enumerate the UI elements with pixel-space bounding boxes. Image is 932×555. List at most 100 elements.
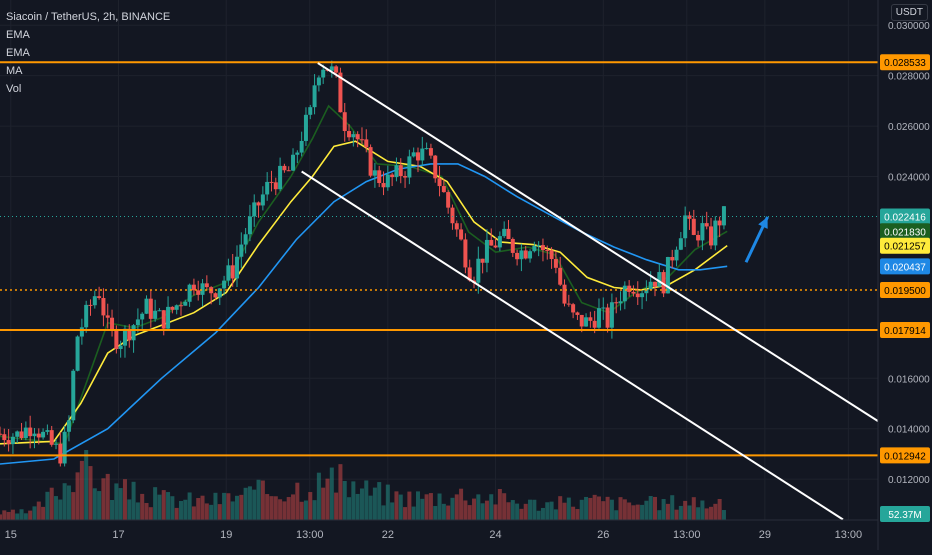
volume-bar bbox=[36, 501, 41, 520]
volume-bar bbox=[347, 497, 352, 520]
candle-body bbox=[286, 170, 291, 172]
candle-body bbox=[71, 370, 76, 421]
volume-bar bbox=[204, 503, 209, 520]
volume-bar bbox=[122, 479, 127, 520]
candle-body bbox=[36, 433, 41, 438]
volume-bar bbox=[62, 483, 67, 520]
volume-bar bbox=[596, 496, 601, 520]
volume-bar bbox=[415, 491, 420, 520]
volume-bar bbox=[239, 494, 244, 520]
volume-bar bbox=[450, 497, 455, 520]
y-tick-label: 0.016000 bbox=[888, 374, 930, 385]
candle-body bbox=[493, 245, 498, 248]
volume-bar bbox=[493, 504, 498, 520]
volume-bar bbox=[437, 493, 442, 520]
volume-bar bbox=[148, 507, 153, 520]
volume-bar bbox=[235, 495, 240, 520]
volume-bar bbox=[411, 506, 416, 520]
indicator-ema-slow[interactable]: EMA bbox=[6, 47, 30, 59]
candle-body bbox=[614, 302, 619, 304]
volume-bar bbox=[209, 504, 214, 520]
candle-body bbox=[665, 257, 670, 294]
channel-layer bbox=[301, 62, 879, 521]
candle-body bbox=[84, 304, 89, 328]
candle-body bbox=[54, 443, 59, 445]
candle-body bbox=[721, 206, 726, 226]
volume-bar bbox=[359, 488, 364, 520]
candle-body bbox=[260, 194, 265, 206]
volume-bar bbox=[58, 499, 63, 520]
candle-body bbox=[691, 218, 696, 235]
price-tag: 0.021830 bbox=[884, 227, 926, 238]
price-tag: 0.022416 bbox=[884, 212, 926, 223]
x-tick-label: 22 bbox=[382, 529, 394, 541]
volume-bar bbox=[381, 505, 386, 520]
candle-body bbox=[49, 430, 54, 445]
indicator-ma[interactable]: MA bbox=[6, 65, 23, 77]
candle-body bbox=[105, 315, 110, 318]
candle-body bbox=[368, 147, 373, 176]
volume-bar bbox=[510, 500, 515, 520]
indicator-ema-fast[interactable]: EMA bbox=[6, 29, 30, 41]
volume-bar bbox=[446, 505, 451, 520]
candle-body bbox=[58, 443, 63, 464]
candle-body bbox=[575, 312, 580, 315]
candle-body bbox=[696, 234, 701, 241]
volume-bar bbox=[213, 492, 218, 520]
candle-body bbox=[618, 301, 623, 304]
candle-body bbox=[265, 181, 270, 195]
chart-title[interactable]: Siacoin / TetherUS, 2h, BINANCE bbox=[6, 11, 171, 23]
x-tick-label: 15 bbox=[5, 529, 17, 541]
candle-body bbox=[627, 285, 632, 292]
x-tick-label: 29 bbox=[759, 529, 771, 541]
candle-body bbox=[553, 259, 558, 268]
volume-bar bbox=[476, 494, 481, 520]
candle-body bbox=[252, 202, 257, 217]
level-tag: 0.017914 bbox=[884, 326, 926, 337]
volume-bar bbox=[648, 496, 653, 520]
volume-bar bbox=[260, 480, 265, 520]
volume-bar bbox=[97, 491, 102, 520]
candle-body bbox=[467, 267, 472, 281]
candle-body bbox=[549, 250, 554, 260]
volume-bar bbox=[398, 494, 403, 520]
candle-body bbox=[118, 345, 123, 349]
volume-bar bbox=[329, 467, 334, 520]
candle-body bbox=[79, 327, 84, 337]
legend: Siacoin / TetherUS, 2h, BINANCE EMA EMA … bbox=[6, 8, 170, 98]
candle-body bbox=[170, 306, 175, 310]
volume-bar bbox=[665, 503, 670, 520]
candle-body bbox=[303, 114, 308, 141]
volume-bar bbox=[282, 501, 287, 520]
candle-body bbox=[135, 319, 140, 326]
candle-body bbox=[45, 430, 50, 432]
candle-body bbox=[596, 308, 601, 328]
volume-bar bbox=[528, 499, 533, 520]
y-tick-label: 0.012000 bbox=[888, 475, 930, 486]
volume-bar bbox=[390, 502, 395, 520]
candle-body bbox=[213, 293, 218, 298]
volume-bar bbox=[592, 494, 597, 520]
volume-bar bbox=[334, 492, 339, 520]
volume-bar bbox=[222, 492, 227, 520]
volume-bar bbox=[622, 499, 627, 520]
axis-layer: 0.030000 0.028000 0.026000 0.024000 0.016000… bbox=[5, 21, 930, 541]
level-tag-bg bbox=[880, 282, 930, 299]
volume-bar bbox=[118, 488, 123, 520]
candle-body bbox=[187, 284, 192, 302]
indicator-volume[interactable]: Vol bbox=[6, 83, 22, 95]
level-tag-bg bbox=[880, 54, 930, 71]
volume-bar bbox=[265, 494, 270, 520]
volume-bar bbox=[66, 485, 71, 520]
volume-bar bbox=[691, 497, 696, 520]
volume-bar bbox=[183, 499, 188, 520]
volume-bar bbox=[441, 503, 446, 520]
candle-body bbox=[415, 152, 420, 161]
volume-bar bbox=[6, 511, 11, 520]
candle-body bbox=[351, 134, 356, 138]
candle-body bbox=[717, 220, 722, 226]
currency-selector[interactable]: USDT bbox=[890, 4, 928, 21]
volume-bar bbox=[385, 484, 390, 520]
volume-bar bbox=[545, 502, 550, 520]
